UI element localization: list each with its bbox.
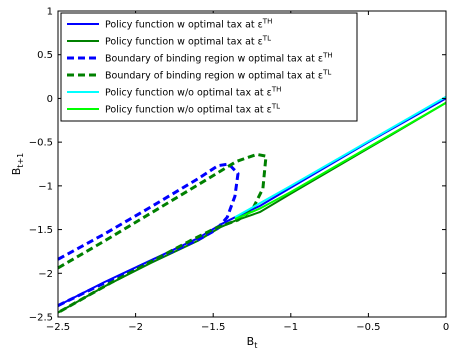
legend-entry-sup: TL	[271, 103, 280, 111]
plot-frame	[57, 10, 447, 318]
x-axis-label-sub: t	[254, 341, 257, 350]
series-line-3	[57, 162, 240, 307]
legend-entry-text: Policy function w/o optimal tax at ε	[105, 105, 272, 116]
y-tick-label: −2.5	[29, 313, 53, 324]
y-tick-label: −1.5	[29, 225, 53, 236]
y-tick-label: 0	[47, 94, 53, 105]
x-axis-label: Bt	[247, 335, 258, 350]
legend-box	[60, 12, 358, 122]
x-tick-label: −0.5	[356, 322, 380, 333]
legend-entry-sup: TH	[262, 18, 273, 26]
legend-entry-text: Policy function w/o optimal tax at ε	[105, 88, 272, 99]
y-tick-label: 1	[47, 7, 53, 18]
legend-entry-sup: TH	[271, 86, 282, 94]
x-tick-label: 0	[443, 322, 449, 333]
y-tick-label: −0.5	[29, 138, 53, 149]
legend-entry-text: Policy function w optimal tax at ε	[105, 20, 263, 31]
legend-entry-text: Boundary of binding region w optimal tax…	[105, 54, 323, 65]
legend-entry: Policy function w optimal tax at εTL	[105, 35, 271, 48]
legend-entry: Policy function w/o optimal tax at εTL	[105, 103, 280, 116]
x-tick-label: −1.5	[201, 322, 225, 333]
x-tick-label: −1	[283, 322, 298, 333]
legend-entry-sup: TH	[322, 52, 333, 60]
legend-entry: Boundary of binding region w optimal tax…	[105, 52, 333, 65]
x-tick-label: −2.5	[46, 322, 70, 333]
ticks-layer: −2.5 −2 −1.5 −1 −0.5 0 −2.5 −2 −1.5 −1 −0.5 0 0.5 1	[29, 7, 449, 334]
legend-entry: Policy function w/o optimal tax at εTH	[105, 86, 281, 99]
y-tick-label: 0.5	[37, 50, 53, 61]
series-line-6	[234, 101, 447, 221]
y-axis-label: Bt+1	[10, 153, 25, 175]
legend-entry: Policy function w optimal tax at εTH	[105, 18, 272, 31]
series-line-5	[234, 95, 447, 219]
y-tick-label: −2	[38, 269, 53, 280]
y-axis-label-sub: t+1	[16, 153, 25, 168]
legend-entry-sup: TL	[262, 35, 271, 43]
legend: Policy function w optimal tax at εTHPoli…	[60, 12, 358, 122]
x-tick-label: −2	[128, 322, 143, 333]
legend-entry-text: Boundary of binding region w optimal tax…	[105, 71, 323, 82]
legend-entry: Boundary of binding region w optimal tax…	[105, 69, 331, 82]
series-line-4	[57, 152, 268, 314]
series-layer	[57, 95, 447, 314]
legend-entry-text: Policy function w optimal tax at ε	[105, 37, 263, 48]
y-tick-label: −1	[38, 181, 53, 192]
legend-entry-sup: TL	[322, 69, 331, 77]
